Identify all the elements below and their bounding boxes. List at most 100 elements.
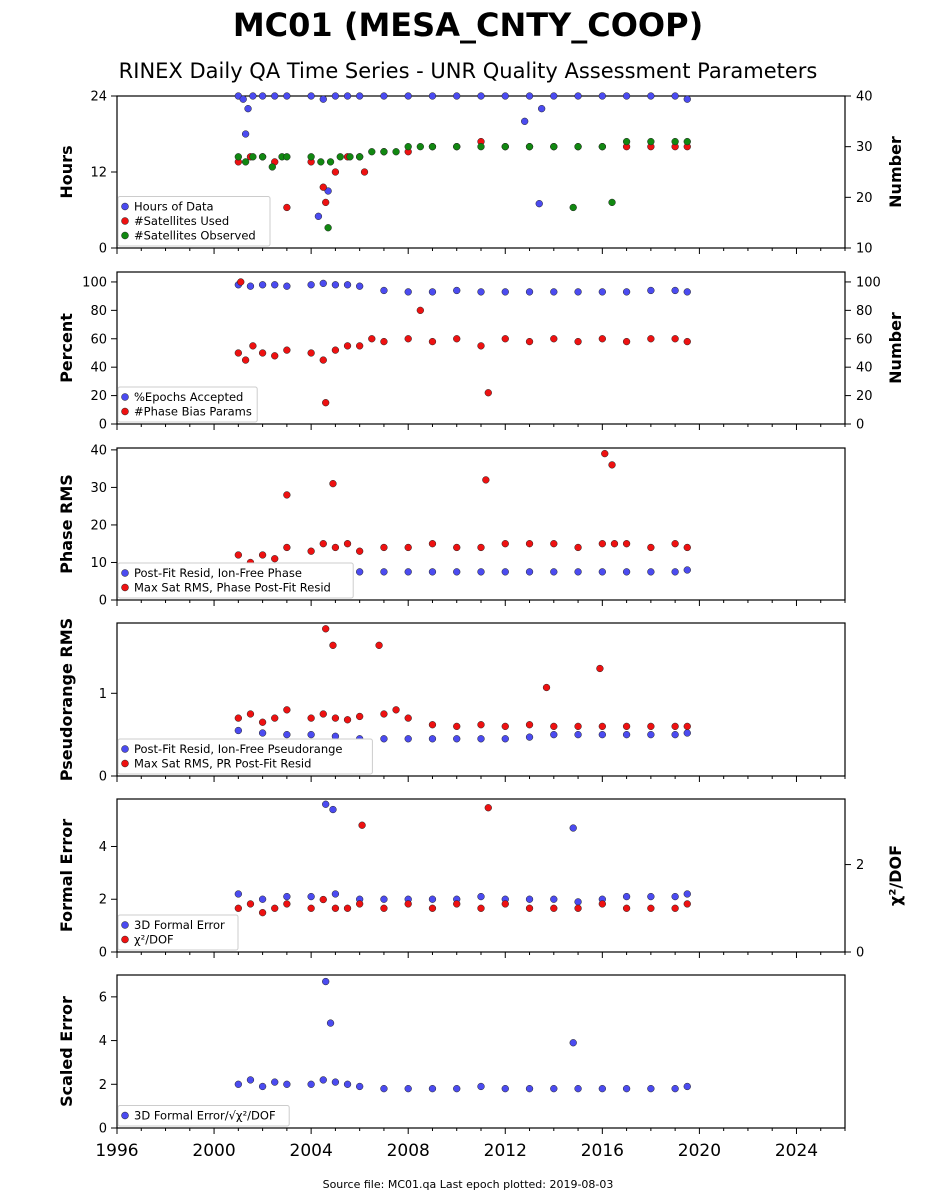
data-point — [647, 730, 655, 739]
data-point — [550, 730, 558, 739]
data-point — [574, 337, 582, 346]
data-point — [477, 342, 485, 350]
data-point — [234, 349, 242, 357]
x-tick-label: 2008 — [387, 1141, 430, 1161]
data-point — [283, 730, 291, 739]
data-point — [283, 92, 291, 100]
y-tick-label: 0 — [99, 594, 107, 609]
y2-tick-label: 30 — [856, 140, 873, 155]
data-point — [671, 568, 679, 576]
x-tick-label: 1996 — [95, 1141, 138, 1161]
data-point — [501, 900, 509, 908]
data-point — [331, 714, 340, 722]
data-point — [671, 722, 679, 731]
data-point — [319, 95, 327, 103]
legend-marker — [121, 1111, 129, 1120]
y-axis-label: Pseudorange RMS — [57, 618, 76, 781]
data-point — [380, 286, 388, 295]
data-point — [346, 153, 354, 161]
y-axis-label: Scaled Error — [57, 996, 76, 1107]
series-3 — [234, 137, 691, 232]
data-point — [380, 148, 388, 156]
data-point — [336, 153, 344, 161]
data-point — [484, 389, 492, 397]
data-point — [596, 664, 604, 673]
data-point — [271, 1078, 279, 1086]
data-point — [319, 356, 327, 364]
data-point — [258, 718, 267, 726]
data-point — [610, 540, 619, 548]
series-1 — [234, 279, 691, 296]
data-point — [358, 821, 366, 829]
data-point — [671, 540, 679, 548]
data-point — [671, 286, 679, 295]
data-point — [283, 900, 291, 908]
data-point — [622, 337, 631, 346]
y-tick-label: 40 — [90, 361, 107, 376]
legend: %Epochs Accepted#Phase Bias Params — [117, 386, 258, 423]
data-point — [404, 288, 412, 296]
data-point — [343, 540, 352, 548]
data-point — [683, 566, 691, 574]
data-point — [428, 92, 437, 100]
legend-label: %Epochs Accepted — [134, 390, 243, 404]
data-point — [380, 904, 388, 912]
data-point — [647, 904, 655, 912]
data-point — [428, 143, 437, 151]
data-point — [307, 714, 315, 722]
data-point — [598, 540, 606, 548]
legend-box — [117, 196, 271, 247]
data-point — [380, 1085, 388, 1093]
legend-marker — [121, 569, 129, 577]
data-point — [283, 892, 291, 901]
y2-axis-label: Number — [886, 136, 905, 208]
data-point — [538, 105, 546, 113]
data-point — [569, 1039, 577, 1047]
data-point — [671, 904, 679, 912]
data-point — [477, 892, 485, 901]
legend: Hours of Data#Satellites Used#Satellites… — [117, 196, 271, 247]
data-point — [234, 714, 242, 722]
data-point — [477, 721, 485, 729]
data-point — [601, 449, 609, 458]
y-tick-label: 60 — [90, 332, 107, 347]
data-point — [331, 890, 340, 898]
y2-tick-label: 20 — [856, 191, 873, 206]
data-point — [283, 491, 291, 499]
legend: 3D Formal Error/√χ²/DOF — [117, 1105, 290, 1127]
data-point — [314, 212, 323, 220]
data-point — [331, 904, 340, 912]
data-point — [343, 281, 352, 289]
data-point — [428, 895, 437, 903]
data-point — [525, 721, 534, 729]
data-point — [683, 137, 691, 146]
data-point — [608, 461, 616, 469]
data-point — [329, 805, 337, 814]
data-point — [525, 143, 534, 151]
data-point — [574, 1085, 582, 1093]
data-point — [368, 148, 376, 156]
y2-tick-label: 40 — [856, 361, 873, 376]
data-point — [356, 153, 364, 161]
data-point — [404, 143, 412, 151]
data-point — [598, 143, 606, 151]
data-point — [683, 1082, 691, 1091]
x-tick-label: 2016 — [581, 1141, 624, 1161]
data-point — [647, 335, 655, 343]
data-point — [271, 352, 279, 360]
y-axis-label: Formal Error — [57, 819, 76, 932]
y2-tick-label: 2 — [856, 858, 864, 873]
y-tick-label: 30 — [90, 481, 107, 496]
legend-marker — [121, 759, 129, 768]
data-point — [683, 729, 691, 737]
data-point — [647, 92, 655, 100]
data-point — [453, 568, 461, 576]
y-tick-label: 0 — [99, 418, 107, 433]
data-point — [453, 1085, 461, 1093]
y-axis-label: Hours — [57, 145, 76, 198]
data-point — [392, 706, 400, 714]
data-point — [307, 92, 315, 100]
data-point — [416, 306, 424, 315]
data-point — [453, 900, 461, 908]
